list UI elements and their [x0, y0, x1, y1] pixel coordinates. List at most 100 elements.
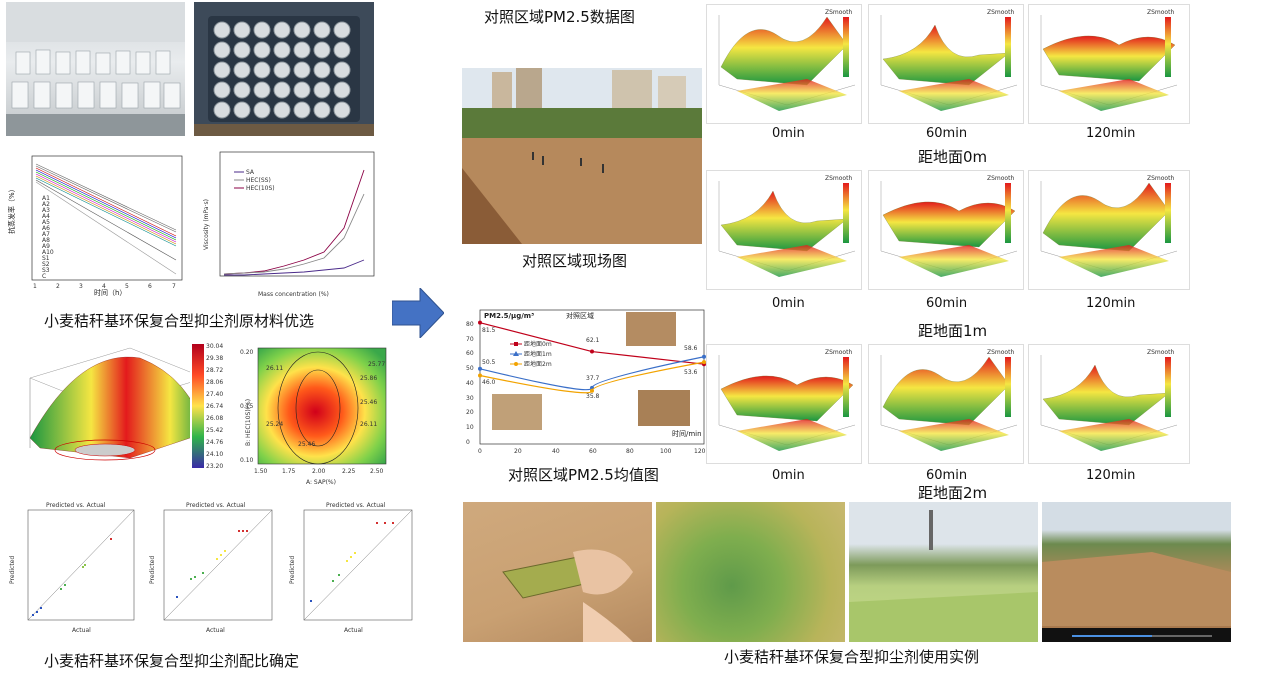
svg-text:4: 4: [102, 283, 106, 290]
surface-time-label: 120min: [1086, 126, 1136, 141]
caption-mean: 对照区域PM2.5均值图: [508, 466, 659, 484]
surface-legend-title: ZSmooth: [825, 175, 852, 182]
mean-xticks: 0 20 40 60 80 100 120: [478, 448, 706, 455]
svg-text:120: 120: [694, 448, 706, 455]
evap-ylabel: 抗蒸发率（%）: [7, 185, 16, 234]
svg-text:58.6: 58.6: [684, 345, 698, 352]
svg-text:26.11: 26.11: [266, 365, 283, 372]
mean-series-point: [590, 349, 594, 354]
svg-text:A4: A4: [42, 213, 50, 220]
svg-text:HEC(SS): HEC(SS): [246, 177, 271, 184]
surface-time-label: 120min: [1086, 468, 1136, 483]
svg-text:25.77: 25.77: [368, 361, 385, 368]
svg-text:1: 1: [33, 283, 37, 290]
svg-text:0: 0: [478, 448, 482, 455]
surface-time-label: 0min: [772, 468, 805, 483]
svg-text:62.1: 62.1: [586, 337, 600, 344]
viscosity-chart: SA HEC(SS) HEC(10S) Mass concentration (…: [198, 148, 378, 300]
mean-series-point: [478, 320, 482, 325]
svg-text:0.15: 0.15: [240, 403, 254, 410]
surface-row-label: 距地面1m: [918, 322, 988, 340]
svg-text:7: 7: [172, 283, 176, 290]
svg-text:24.76: 24.76: [206, 439, 223, 446]
caption-materials: 小麦秸秆基环保复合型抑尘剂原材料优选: [44, 312, 315, 330]
contour-xlabel: A: SAP(%): [306, 479, 336, 486]
svg-text:Predicted: Predicted: [9, 556, 16, 584]
viscosity-ylabel: Viscosity (mPa·s): [203, 199, 210, 250]
svg-text:Actual: Actual: [344, 627, 363, 634]
caption-site: 对照区域现场图: [522, 252, 628, 270]
svg-text:37.7: 37.7: [586, 375, 600, 382]
svg-text:53.6: 53.6: [684, 369, 698, 376]
svg-text:25.46: 25.46: [298, 441, 315, 448]
surface-plot-r1-c1: ZSmooth: [868, 170, 1024, 290]
svg-text:2.50: 2.50: [370, 468, 384, 475]
svg-text:距地面0m: 距地面0m: [524, 340, 552, 348]
svg-text:26.08: 26.08: [206, 415, 223, 422]
mean-inset-photo-2: [492, 394, 542, 430]
svg-text:5: 5: [125, 283, 129, 290]
surface-row-label: 距地面2m: [918, 484, 988, 502]
svg-text:A6: A6: [42, 225, 50, 232]
svg-text:80: 80: [466, 321, 474, 328]
svg-text:60: 60: [589, 448, 597, 455]
svg-text:29.38: 29.38: [206, 355, 223, 362]
evap-xticks: 1 2 3 4 5 6 7: [33, 283, 176, 290]
mean-series-point: [702, 360, 706, 365]
svg-text:0: 0: [466, 439, 470, 446]
surface-colorbar: 30.04 29.38 28.72 28.06 27.40 26.74 26.0…: [190, 342, 234, 472]
svg-text:6: 6: [148, 283, 152, 290]
svg-text:28.72: 28.72: [206, 367, 223, 374]
svg-text:27.40: 27.40: [206, 391, 223, 398]
contour-ylabel: B: HEC(10S)(%): [245, 399, 252, 446]
surface-legend-title: ZSmooth: [825, 9, 852, 16]
surface-time-label: 0min: [772, 126, 805, 141]
surface-plot-r1-c2: ZSmooth: [1028, 170, 1190, 290]
mean-yticks: 0 10 20 30 40 50 60 70 80: [466, 321, 474, 446]
mean-series-point: [478, 373, 482, 378]
svg-text:40: 40: [552, 448, 560, 455]
svg-text:A3: A3: [42, 207, 50, 214]
svg-text:C: C: [42, 273, 46, 280]
surface-time-label: 60min: [926, 296, 968, 311]
pva-panel-2: Predicted vs. Actual Actual Predicted: [146, 500, 280, 638]
svg-text:26.74: 26.74: [206, 403, 223, 410]
mean-data-labels: 81.5 62.1 58.6 50.5 46.0 37.7 35.8 53.6: [482, 327, 698, 400]
svg-text:SA: SA: [246, 169, 255, 176]
evap-xlabel: 时间（h）: [94, 288, 126, 297]
svg-text:A2: A2: [42, 201, 50, 208]
svg-text:Predicted: Predicted: [149, 556, 156, 584]
mean-legend: 距地面0m 距地面1m 距地面2m: [510, 340, 552, 368]
svg-text:50: 50: [466, 365, 474, 372]
mean-inset-photo-1: [626, 312, 676, 346]
flow-arrow-icon: [391, 286, 445, 340]
pva-panel-1: Predicted vs. Actual Actual Predicted: [6, 500, 140, 638]
pm-mean-chart: PM2.5/μg/m³ 对照区域 时间/min 0 10 20 30 40 50 60 70…: [462, 304, 708, 462]
svg-text:S1: S1: [42, 255, 50, 262]
mean-series-point: [590, 388, 594, 393]
svg-text:1.75: 1.75: [282, 468, 296, 475]
viscosity-xlabel: Mass concentration (%): [258, 291, 329, 298]
svg-text:40: 40: [466, 380, 474, 387]
svg-text:28.06: 28.06: [206, 379, 223, 386]
surface-plot-r0-c0: ZSmooth: [706, 4, 862, 124]
surface-plot-r2-c0: ZSmooth: [706, 344, 862, 464]
svg-text:23.20: 23.20: [206, 463, 223, 470]
surface-plot-r1-c0: ZSmooth: [706, 170, 862, 290]
surface-plot-r2-c2: ZSmooth: [1028, 344, 1190, 464]
svg-text:2.25: 2.25: [342, 468, 356, 475]
svg-text:35.8: 35.8: [586, 393, 600, 400]
title-pm-data: 对照区域PM2.5数据图: [484, 8, 635, 26]
svg-text:距地面1m: 距地面1m: [524, 350, 552, 358]
svg-text:0.10: 0.10: [240, 457, 254, 464]
surface-legend-title: ZSmooth: [987, 9, 1014, 16]
svg-text:26.11: 26.11: [360, 421, 377, 428]
svg-text:25.24: 25.24: [266, 421, 283, 428]
contour-plot: 26.11 25.77 25.86 25.46 25.24 26.11 25.4…: [240, 342, 390, 490]
svg-text:A8: A8: [42, 237, 50, 244]
svg-text:1.50: 1.50: [254, 468, 268, 475]
mean-title: 对照区域: [566, 311, 594, 320]
surface-plot-r0-c2: ZSmooth: [1028, 4, 1190, 124]
surface-legend-title: ZSmooth: [1147, 9, 1174, 16]
